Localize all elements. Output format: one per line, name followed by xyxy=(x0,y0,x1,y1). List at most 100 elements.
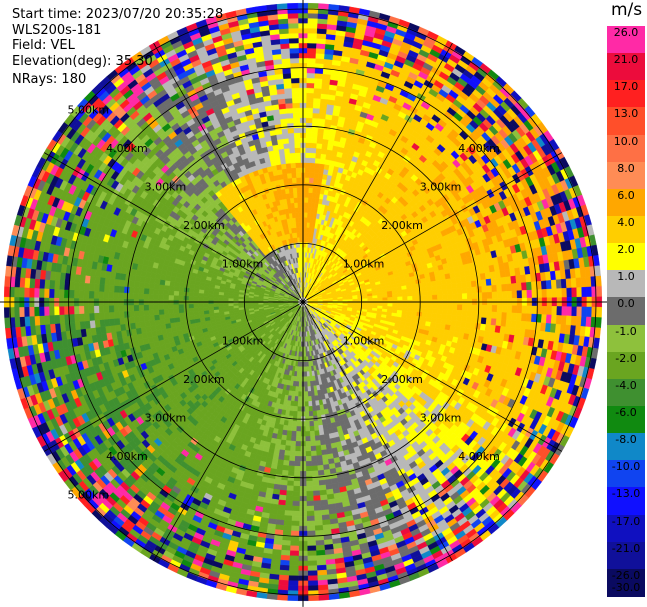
velocity-cell xyxy=(306,107,314,114)
velocity-cell xyxy=(496,311,503,320)
velocity-cell xyxy=(575,277,582,288)
velocity-cell xyxy=(309,167,315,174)
velocity-cell xyxy=(320,153,327,160)
velocity-cell xyxy=(304,172,311,178)
velocity-cell xyxy=(307,22,318,29)
velocity-cell xyxy=(586,306,593,318)
velocity-cell xyxy=(594,265,601,277)
velocity-cell xyxy=(312,107,321,114)
velocity-cell xyxy=(392,296,398,301)
velocity-cell xyxy=(506,290,513,299)
velocity-cell xyxy=(307,52,317,59)
velocity-cell xyxy=(407,303,413,308)
velocity-cell xyxy=(470,280,477,288)
velocity-cell xyxy=(311,122,319,129)
velocity-cell xyxy=(317,18,328,25)
velocity-cell xyxy=(362,298,368,302)
velocity-cell xyxy=(314,167,320,174)
velocity-cell xyxy=(491,284,498,293)
velocity-cell xyxy=(491,311,498,320)
velocity-cell xyxy=(307,47,317,54)
velocity-cell xyxy=(313,92,322,99)
velocity-cell xyxy=(421,290,428,296)
velocity-cell xyxy=(309,162,316,169)
velocity-cell xyxy=(306,92,315,99)
velocity-cell xyxy=(315,152,322,159)
velocity-cell xyxy=(311,132,319,139)
velocity-cell xyxy=(307,17,319,24)
velocity-cell xyxy=(305,137,312,144)
velocity-cell xyxy=(480,279,487,287)
velocity-cell xyxy=(432,304,438,310)
velocity-cell xyxy=(490,278,497,286)
velocity-cell xyxy=(304,212,308,218)
velocity-cell xyxy=(565,315,572,326)
velocity-cell xyxy=(555,315,562,325)
velocity-cell xyxy=(391,290,398,295)
velocity-cell xyxy=(586,286,593,298)
velocity-cell xyxy=(585,316,592,328)
velocity-cell xyxy=(546,306,553,316)
velocity-cell xyxy=(309,177,315,184)
velocity-cell xyxy=(304,177,310,183)
velocity-cell xyxy=(316,138,324,145)
velocity-cell xyxy=(476,286,483,294)
velocity-cell xyxy=(451,282,458,290)
velocity-cell xyxy=(303,232,307,238)
velocity-cell xyxy=(313,87,322,94)
velocity-cell xyxy=(475,279,482,288)
velocity-cell xyxy=(397,296,403,301)
velocity-cell xyxy=(314,67,324,74)
velocity-cell xyxy=(581,306,588,318)
velocity-cell xyxy=(531,305,538,315)
velocity-cell xyxy=(305,167,311,173)
velocity-cell xyxy=(466,310,473,318)
velocity-cell xyxy=(431,290,438,296)
velocity-cell xyxy=(316,43,326,50)
velocity-cell xyxy=(447,293,453,300)
velocity-cell xyxy=(556,306,563,316)
velocity-cell xyxy=(571,287,578,298)
velocity-cell xyxy=(431,308,438,314)
velocity-cell xyxy=(465,316,472,323)
velocity-cell xyxy=(312,112,320,119)
velocity-cell xyxy=(307,37,318,44)
velocity-cell xyxy=(551,306,558,316)
velocity-cell xyxy=(570,277,577,289)
velocity-cell xyxy=(318,113,327,120)
velocity-cell xyxy=(491,305,498,313)
velocity-cell xyxy=(304,217,308,223)
velocity-cell xyxy=(314,157,321,164)
velocity-cell xyxy=(580,316,587,327)
velocity-cell xyxy=(560,278,567,289)
velocity-cell xyxy=(451,314,458,322)
velocity-cell xyxy=(545,314,552,324)
velocity-cell xyxy=(516,290,523,299)
velocity-cell xyxy=(465,281,472,288)
velocity-cell xyxy=(307,2,319,9)
velocity-cell xyxy=(442,294,448,300)
velocity-cell xyxy=(322,133,330,140)
velocity-cell xyxy=(319,103,328,110)
velocity-cell xyxy=(446,288,453,295)
velocity-cell xyxy=(440,279,447,286)
velocity-cell xyxy=(566,306,573,317)
velocity-cell xyxy=(571,306,578,317)
velocity-cell xyxy=(406,292,413,297)
velocity-cell xyxy=(422,295,428,301)
velocity-cell xyxy=(402,303,408,308)
velocity-cell xyxy=(521,282,528,291)
velocity-cell xyxy=(531,289,538,299)
velocity-cell xyxy=(431,313,438,319)
velocity-cell xyxy=(471,304,478,312)
velocity-cell xyxy=(466,304,473,312)
velocity-cell xyxy=(481,285,488,293)
velocity-cell xyxy=(427,303,433,310)
velocity-cell xyxy=(431,285,438,291)
velocity-cell xyxy=(441,309,448,315)
velocity-cell xyxy=(310,142,318,149)
velocity-cell xyxy=(476,304,483,312)
velocity-cell xyxy=(427,294,433,301)
velocity-cell xyxy=(401,289,408,294)
velocity-cell xyxy=(310,152,317,159)
